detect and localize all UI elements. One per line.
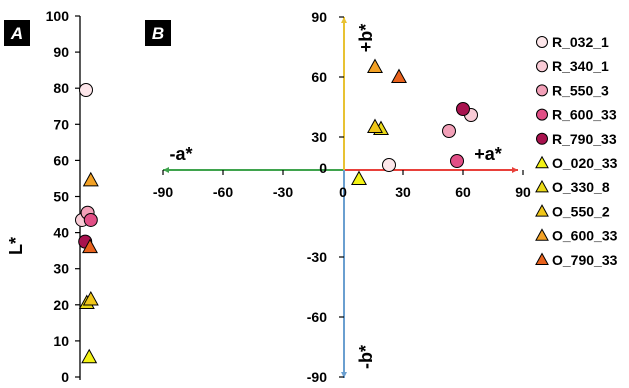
b-axis-tick-label: -60	[307, 309, 327, 325]
panel-b-point-r-550-3	[442, 124, 456, 138]
legend-marker-o-790-33	[535, 252, 549, 266]
legend-label: O_790_33	[552, 252, 618, 268]
pos-a-label: +a*	[474, 144, 502, 164]
legend-item: O_790_33	[535, 252, 618, 268]
l-axis-tick-label: 90	[53, 44, 69, 60]
legend-marker-r-550-3	[536, 84, 548, 97]
a-axis-tick-label: 60	[455, 184, 471, 200]
legend-item: O_020_33	[535, 155, 618, 171]
panel-b-point-o-600-33	[367, 58, 383, 74]
b-axis-tick-label: -90	[307, 369, 327, 385]
panel-b-point-r-790-33	[456, 102, 470, 116]
legend-label: O_550_2	[552, 203, 610, 219]
panel-a-plot: 0 10 20 30 40 50 60 70 80 90 100 L*	[6, 8, 99, 385]
legend-label: R_340_1	[552, 58, 609, 74]
l-axis-tick-label: 20	[53, 297, 69, 313]
panel-a-point-r-600-33	[83, 212, 98, 227]
b-axis-tick-label: 90	[311, 9, 327, 25]
legend-marker-o-550-2	[535, 204, 549, 217]
legend-item: R_790_33	[536, 131, 617, 147]
a-axis-tick-label: 90	[515, 184, 531, 200]
legend-label: R_550_3	[552, 82, 609, 98]
l-axis-tick-label: 70	[53, 116, 69, 132]
l-axis-ticks: 0 10 20 30 40 50 60 70 80 90 100	[46, 8, 80, 385]
legend: R_032_1 R_340_1 R_550_3 R_600_33 R_790_33 O_0…	[535, 34, 618, 268]
panel-b-point-o-550-2	[367, 118, 383, 134]
panel-a-point-o-550-2	[82, 290, 99, 306]
panel-b-plot: -90 -60 -30 0 30 60 90 90 60 30 0 -30 -60 -90 +a* -a…	[153, 9, 531, 385]
panel-a-point-o-790-33	[82, 238, 98, 254]
a-axis-tick-label: 0	[339, 184, 347, 200]
panel-b-point-o-790-33	[391, 68, 407, 84]
a-axis-tick-label: 30	[395, 184, 411, 200]
legend-marker-r-340-1	[536, 60, 548, 73]
legend-item: R_032_1	[536, 34, 609, 50]
legend-marker-o-600-33	[535, 228, 549, 241]
legend-marker-r-790-33	[536, 132, 548, 145]
legend-label: O_600_33	[552, 228, 618, 244]
panel-label-a: A	[4, 20, 30, 46]
l-axis-tick-label: 80	[53, 80, 69, 96]
legend-item: O_330_8	[535, 179, 610, 195]
panel-a-point-r-032-1	[79, 83, 93, 98]
legend-marker-o-020-33	[535, 155, 549, 169]
legend-item: R_550_3	[536, 82, 609, 98]
legend-item: O_550_2	[535, 203, 610, 219]
legend-marker-r-600-33	[536, 108, 548, 121]
b-axis-tick-label: 0	[319, 160, 327, 176]
legend-item: O_600_33	[535, 228, 618, 244]
b-axis-tick-label: 30	[311, 129, 327, 145]
pos-b-label: +b*	[356, 24, 376, 53]
panel-a-points	[75, 83, 99, 364]
l-axis-label: L*	[6, 237, 26, 255]
neg-b-label: -b*	[356, 345, 376, 369]
l-axis-tick-label: 60	[53, 152, 69, 168]
panel-label-a-text: A	[10, 24, 23, 43]
l-axis-tick-label: 100	[46, 8, 70, 24]
legend-marker-o-330-8	[535, 179, 549, 193]
panel-b-point-o-020-33	[351, 170, 367, 186]
b-axis-ticks: 90 60 30 0 -30 -60 -90	[307, 9, 344, 385]
panel-a-point-o-020-33	[81, 348, 98, 364]
a-axis-tick-label: -60	[213, 184, 233, 200]
panel-b-point-r-032-1	[382, 158, 396, 172]
l-axis-tick-label: 50	[53, 189, 69, 205]
panel-b-points	[351, 58, 478, 186]
legend-label: O_330_8	[552, 179, 610, 195]
legend-item: R_600_33	[536, 107, 617, 123]
a-axis-ticks: -90 -60 -30 0 30 60 90	[153, 170, 531, 200]
neg-a-label: -a*	[169, 144, 192, 164]
panel-label-b: B	[145, 20, 171, 46]
l-axis-tick-label: 0	[61, 369, 69, 385]
legend-label: R_790_33	[552, 131, 617, 147]
legend-marker-r-032-1	[536, 36, 548, 48]
legend-item: R_340_1	[536, 58, 609, 74]
a-axis-tick-label: -90	[153, 184, 173, 200]
panel-a-point-o-600-33	[82, 171, 99, 187]
b-axis-tick-label: 60	[311, 69, 327, 85]
legend-label: R_600_33	[552, 107, 617, 123]
legend-label: R_032_1	[552, 34, 609, 50]
legend-label: O_020_33	[552, 155, 618, 171]
panel-b-point-r-600-33	[450, 154, 464, 168]
b-axis-tick-label: -30	[307, 249, 327, 265]
l-axis-tick-label: 30	[53, 261, 69, 277]
l-axis-tick-label: 40	[53, 225, 69, 241]
panel-label-b-text: B	[152, 24, 164, 43]
l-axis-tick-label: 10	[53, 333, 69, 349]
a-axis-tick-label: -30	[273, 184, 293, 200]
